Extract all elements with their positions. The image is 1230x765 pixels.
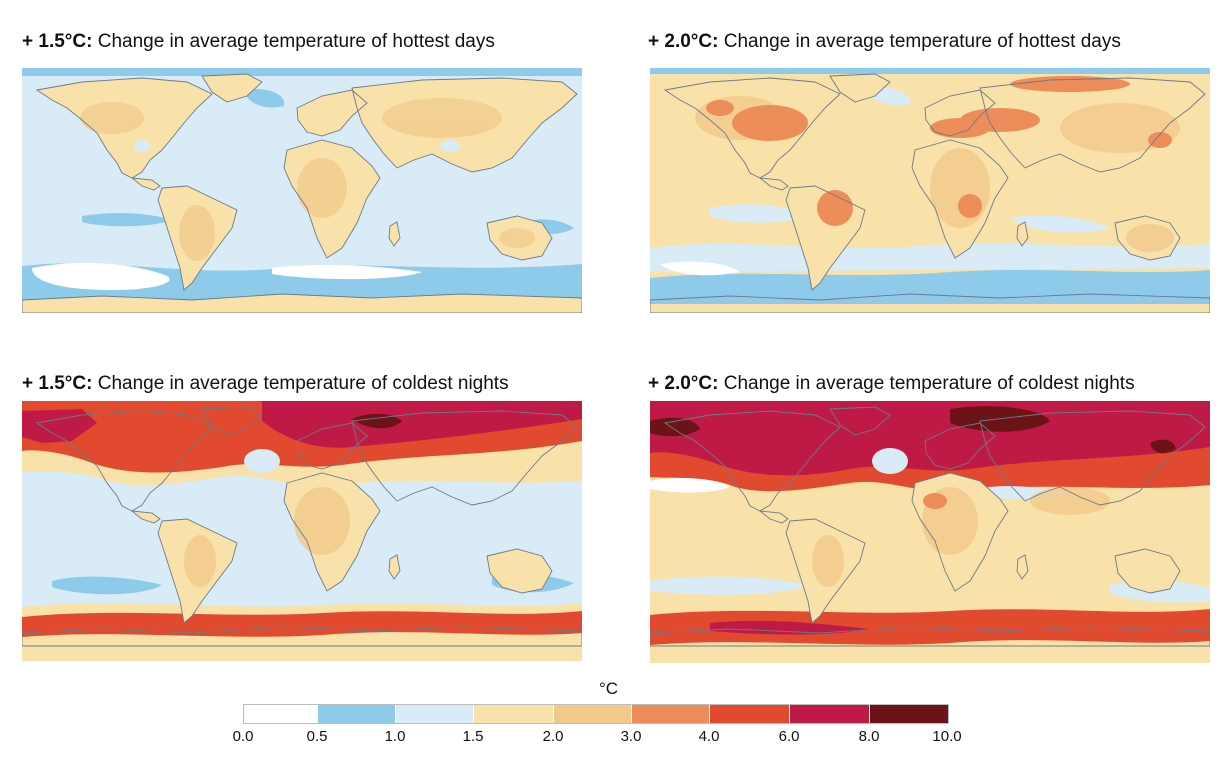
legend-tick-label: 0.5 <box>306 728 328 745</box>
legend-swatch <box>318 705 396 723</box>
legend-swatch <box>554 705 632 723</box>
world-map <box>22 401 582 661</box>
world-map <box>650 401 1210 663</box>
legend-swatch <box>396 705 474 723</box>
color-legend <box>243 704 949 724</box>
panel-title: + 2.0°C: Change in average temperature o… <box>648 31 1121 52</box>
legend-tick-label: 10.0 <box>932 728 962 745</box>
legend-tick-label: 8.0 <box>858 728 880 745</box>
legend-swatch <box>790 705 870 723</box>
legend-tick-label: 0.0 <box>232 728 254 745</box>
world-map <box>650 68 1210 313</box>
legend-swatch <box>710 705 790 723</box>
legend-swatch <box>870 705 948 723</box>
legend-tick-label: 3.0 <box>620 728 642 745</box>
legend-tick-label: 2.0 <box>542 728 564 745</box>
legend-tick-label: 6.0 <box>778 728 800 745</box>
panel-title: + 1.5°C: Change in average temperature o… <box>22 31 495 52</box>
legend-tick-label: 1.0 <box>384 728 406 745</box>
legend-swatch <box>632 705 710 723</box>
panel-title: + 2.0°C: Change in average temperature o… <box>648 373 1135 394</box>
legend-tick-label: 4.0 <box>698 728 720 745</box>
world-map <box>22 68 582 313</box>
legend-tick-label: 1.5 <box>462 728 484 745</box>
legend-swatch <box>474 705 554 723</box>
panel-title: + 1.5°C: Change in average temperature o… <box>22 373 509 394</box>
legend-swatch <box>244 705 318 723</box>
legend-unit-label: °C <box>599 679 619 698</box>
